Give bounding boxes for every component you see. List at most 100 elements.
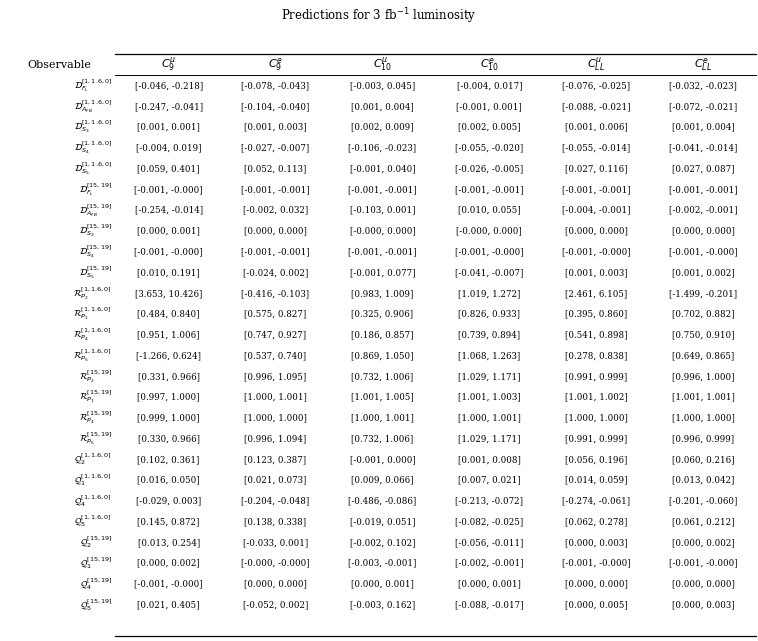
Text: [0.000, 0.000]: [0.000, 0.000] [244, 226, 307, 235]
Text: [0.010, 0.191]: [0.010, 0.191] [137, 268, 200, 277]
Text: [-0.056, -0.011]: [-0.056, -0.011] [455, 538, 524, 547]
Text: [0.061, 0.212]: [0.061, 0.212] [672, 517, 735, 526]
Text: [-0.001, 0.040]: [-0.001, 0.040] [349, 164, 415, 173]
Text: [-0.055, -0.014]: [-0.055, -0.014] [562, 144, 631, 153]
Text: [0.000, 0.000]: [0.000, 0.000] [244, 579, 307, 588]
Text: [3.653, 10.426]: [3.653, 10.426] [135, 288, 202, 298]
Text: [0.014, 0.059]: [0.014, 0.059] [565, 476, 628, 485]
Text: [-0.001, -0.001]: [-0.001, -0.001] [241, 185, 310, 194]
Text: [0.009, 0.066]: [0.009, 0.066] [351, 476, 414, 485]
Text: [-0.032, -0.023]: [-0.032, -0.023] [669, 81, 737, 90]
Text: [0.951, 1.006]: [0.951, 1.006] [137, 330, 200, 339]
Text: [-0.078, -0.043]: [-0.078, -0.043] [242, 81, 309, 90]
Text: $\mathcal{R}_{P_4}^{[15,19]}$: $\mathcal{R}_{P_4}^{[15,19]}$ [79, 410, 112, 426]
Text: [0.016, 0.050]: [0.016, 0.050] [137, 476, 200, 485]
Text: [0.001, 0.003]: [0.001, 0.003] [565, 268, 628, 277]
Text: [0.000, 0.002]: [0.000, 0.002] [672, 538, 735, 547]
Text: [0.027, 0.116]: [0.027, 0.116] [565, 164, 628, 173]
Text: [1.000, 1.001]: [1.000, 1.001] [244, 392, 307, 402]
Text: [0.001, 0.006]: [0.001, 0.006] [565, 122, 628, 131]
Text: $C_{10}^{e}$: $C_{10}^{e}$ [480, 56, 499, 73]
Text: $\mathcal{Q}_5^{[1,1.6,0]}$: $\mathcal{Q}_5^{[1,1.6,0]}$ [74, 514, 112, 529]
Text: [2.461, 6.105]: [2.461, 6.105] [565, 288, 628, 298]
Text: [0.056, 0.196]: [0.056, 0.196] [565, 455, 628, 464]
Text: [0.123, 0.387]: [0.123, 0.387] [244, 455, 306, 464]
Text: $\mathcal{Q}_5^{[15,19]}$: $\mathcal{Q}_5^{[15,19]}$ [80, 597, 112, 613]
Text: $\mathcal{Q}_4^{[1,1.6,0]}$: $\mathcal{Q}_4^{[1,1.6,0]}$ [74, 493, 112, 509]
Text: [-0.001, -0.000]: [-0.001, -0.000] [134, 185, 203, 194]
Text: [1.000, 1.001]: [1.000, 1.001] [458, 413, 521, 422]
Text: [0.739, 0.894]: [0.739, 0.894] [459, 330, 520, 339]
Text: [-0.001, -0.000]: [-0.001, -0.000] [455, 247, 524, 256]
Text: $\mathcal{D}_{F_L}^{[15,19]}$: $\mathcal{D}_{F_L}^{[15,19]}$ [79, 181, 112, 198]
Text: [-1.266, 0.624]: [-1.266, 0.624] [136, 351, 201, 360]
Text: [0.747, 0.927]: [0.747, 0.927] [244, 330, 306, 339]
Text: [0.001, 0.001]: [0.001, 0.001] [137, 122, 200, 131]
Text: [0.541, 0.898]: [0.541, 0.898] [565, 330, 628, 339]
Text: [0.186, 0.857]: [0.186, 0.857] [351, 330, 414, 339]
Text: $\mathcal{D}_{S_5}^{[15,19]}$: $\mathcal{D}_{S_5}^{[15,19]}$ [79, 264, 112, 281]
Text: $C_{LL}^{e}$: $C_{LL}^{e}$ [694, 56, 712, 73]
Text: [-0.003, 0.162]: [-0.003, 0.162] [349, 600, 415, 609]
Text: $\mathcal{R}_{P_2}^{[1,1.6,0]}$: $\mathcal{R}_{P_2}^{[1,1.6,0]}$ [74, 285, 112, 302]
Text: [0.000, 0.000]: [0.000, 0.000] [672, 579, 735, 588]
Text: $C_{10}^{\mu}$: $C_{10}^{\mu}$ [373, 56, 392, 74]
Text: [-0.003, 0.045]: [-0.003, 0.045] [349, 81, 415, 90]
Text: [-0.004, 0.017]: [-0.004, 0.017] [456, 81, 522, 90]
Text: [-0.274, -0.061]: [-0.274, -0.061] [562, 496, 630, 505]
Text: [0.145, 0.872]: [0.145, 0.872] [137, 517, 200, 526]
Text: [-0.001, 0.077]: [-0.001, 0.077] [349, 268, 415, 277]
Text: [0.007, 0.021]: [0.007, 0.021] [458, 476, 521, 485]
Text: [0.996, 0.999]: [0.996, 0.999] [672, 434, 734, 443]
Text: [1.000, 1.000]: [1.000, 1.000] [244, 413, 307, 422]
Text: [0.138, 0.338]: [0.138, 0.338] [244, 517, 306, 526]
Text: [-0.055, -0.020]: [-0.055, -0.020] [455, 144, 524, 153]
Text: [-0.072, -0.021]: [-0.072, -0.021] [669, 102, 738, 111]
Text: [-0.001, -0.000]: [-0.001, -0.000] [562, 247, 631, 256]
Text: [-0.001, 0.000]: [-0.001, 0.000] [349, 455, 415, 464]
Text: [-0.029, 0.003]: [-0.029, 0.003] [136, 496, 202, 505]
Text: [0.001, 0.003]: [0.001, 0.003] [244, 122, 307, 131]
Text: $C_9^{e}$: $C_9^{e}$ [268, 56, 283, 73]
Text: $\mathcal{D}_{S_5}^{[1,1.6,0]}$: $\mathcal{D}_{S_5}^{[1,1.6,0]}$ [74, 160, 112, 177]
Text: [0.869, 1.050]: [0.869, 1.050] [351, 351, 414, 360]
Text: [0.000, 0.003]: [0.000, 0.003] [672, 600, 735, 609]
Text: [0.732, 1.006]: [0.732, 1.006] [351, 434, 414, 443]
Text: [-0.001, -0.001]: [-0.001, -0.001] [669, 185, 738, 194]
Text: [-0.082, -0.025]: [-0.082, -0.025] [455, 517, 524, 526]
Text: $C_{LL}^{\mu}$: $C_{LL}^{\mu}$ [587, 56, 605, 74]
Text: [1.001, 1.001]: [1.001, 1.001] [672, 392, 735, 402]
Text: [1.000, 1.000]: [1.000, 1.000] [565, 413, 628, 422]
Text: $\mathcal{D}_{A_{FB}}^{[15,19]}$: $\mathcal{D}_{A_{FB}}^{[15,19]}$ [79, 202, 112, 219]
Text: [0.000, 0.000]: [0.000, 0.000] [565, 579, 628, 588]
Text: [-0.213, -0.072]: [-0.213, -0.072] [456, 496, 523, 505]
Text: [0.999, 1.000]: [0.999, 1.000] [137, 413, 200, 422]
Text: [0.702, 0.882]: [0.702, 0.882] [672, 310, 735, 319]
Text: [0.060, 0.216]: [0.060, 0.216] [672, 455, 735, 464]
Text: [-0.026, -0.005]: [-0.026, -0.005] [455, 164, 524, 173]
Text: [0.059, 0.401]: [0.059, 0.401] [137, 164, 200, 173]
Text: [-0.004, 0.019]: [-0.004, 0.019] [136, 144, 202, 153]
Text: [0.996, 1.095]: [0.996, 1.095] [244, 372, 307, 381]
Text: [0.021, 0.073]: [0.021, 0.073] [244, 476, 307, 485]
Text: [0.027, 0.087]: [0.027, 0.087] [672, 164, 735, 173]
Text: [0.000, 0.000]: [0.000, 0.000] [672, 226, 735, 235]
Text: $\mathcal{R}_{P_4}^{[1,1.6,0]}$: $\mathcal{R}_{P_4}^{[1,1.6,0]}$ [74, 326, 112, 343]
Text: [0.575, 0.827]: [0.575, 0.827] [244, 310, 307, 319]
Text: [-0.004, -0.001]: [-0.004, -0.001] [562, 206, 631, 215]
Text: $\mathcal{Q}_2^{[1,1.6,0]}$: $\mathcal{Q}_2^{[1,1.6,0]}$ [74, 451, 112, 467]
Text: [-0.001, -0.000]: [-0.001, -0.000] [134, 579, 203, 588]
Text: $\mathcal{D}_{A_{FB}}^{[1,1.6,0]}$: $\mathcal{D}_{A_{FB}}^{[1,1.6,0]}$ [74, 98, 112, 115]
Text: [0.013, 0.254]: [0.013, 0.254] [137, 538, 200, 547]
Text: [0.000, 0.005]: [0.000, 0.005] [565, 600, 628, 609]
Text: [0.000, 0.003]: [0.000, 0.003] [565, 538, 628, 547]
Text: [-0.041, -0.014]: [-0.041, -0.014] [669, 144, 738, 153]
Text: [-0.002, -0.001]: [-0.002, -0.001] [669, 206, 738, 215]
Text: [0.484, 0.840]: [0.484, 0.840] [137, 310, 200, 319]
Text: $\mathcal{Q}_1^{[1,1.6,0]}$: $\mathcal{Q}_1^{[1,1.6,0]}$ [74, 472, 112, 488]
Text: [-0.247, -0.041]: [-0.247, -0.041] [135, 102, 202, 111]
Text: [0.021, 0.405]: [0.021, 0.405] [137, 600, 200, 609]
Text: [0.750, 0.910]: [0.750, 0.910] [672, 330, 735, 339]
Text: [0.826, 0.933]: [0.826, 0.933] [459, 310, 520, 319]
Text: $\mathcal{R}_{P_1}^{[1,1.6,0]}$: $\mathcal{R}_{P_1}^{[1,1.6,0]}$ [74, 306, 112, 322]
